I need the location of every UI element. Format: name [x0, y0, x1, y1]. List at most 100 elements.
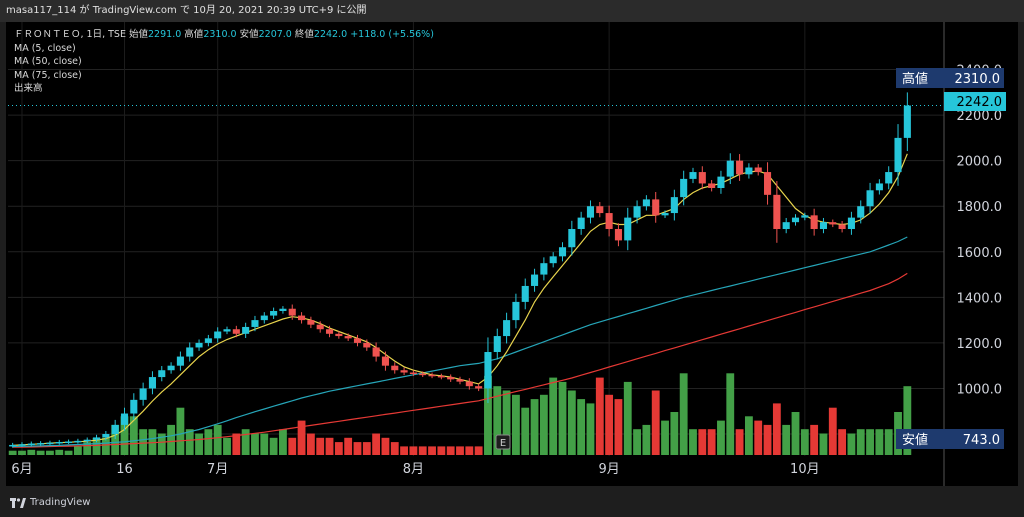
- candle-body: [65, 441, 73, 444]
- price-tick-label: 1800.0: [957, 200, 1003, 215]
- candle-body: [531, 274, 539, 286]
- volume-bar: [586, 403, 595, 455]
- volume-bar: [689, 429, 697, 455]
- volume-bar: [577, 399, 586, 455]
- symbol-label: ＦＲＯＮＴＥＯ, 1日, TSE: [14, 29, 126, 40]
- volume-bar: [260, 433, 269, 455]
- candle-body: [270, 311, 278, 316]
- candle-body: [37, 443, 45, 445]
- candle-body: [251, 320, 259, 327]
- candle-body: [586, 206, 595, 218]
- chart-legend: ＦＲＯＮＴＥＯ, 1日, TSE 始値2291.0 高値2310.0 安値220…: [14, 28, 434, 96]
- candle-body: [652, 199, 660, 216]
- time-tick-label: 9月: [598, 462, 619, 477]
- volume-bar: [884, 429, 893, 455]
- candlestick-chart[interactable]: 800.01000.01200.01400.01600.01800.02000.…: [0, 0, 1024, 486]
- volume-bar: [223, 437, 231, 455]
- open-label: 始値: [129, 29, 149, 40]
- close-value: 2242.0: [313, 29, 348, 40]
- candle-body: [55, 441, 63, 444]
- candle-body: [894, 137, 902, 173]
- candle-body: [624, 217, 632, 241]
- volume-bar: [36, 450, 45, 455]
- last-price-value: 2242.0: [957, 95, 1003, 110]
- candle-body: [754, 167, 762, 173]
- volume-bar: [306, 433, 315, 455]
- volume-bar: [539, 394, 548, 455]
- volume-bar: [195, 433, 203, 455]
- candle-body: [670, 197, 678, 214]
- legend-ma50[interactable]: MA (50, close): [14, 56, 82, 67]
- volume-bar: [595, 377, 604, 455]
- open-value: 2291.0: [148, 29, 182, 40]
- volume-bar: [251, 433, 259, 455]
- brand-name: TradingView: [30, 497, 91, 508]
- candle-body: [745, 167, 753, 175]
- candle-body: [689, 172, 697, 179]
- volume-bar: [213, 424, 222, 455]
- legend-ma75[interactable]: MA (75, close): [14, 69, 82, 81]
- candle-body: [885, 172, 893, 184]
- volume-bar: [400, 446, 408, 455]
- volume-bar: [353, 442, 362, 455]
- volume-bar: [567, 390, 576, 455]
- volume-bar: [241, 429, 250, 455]
- candle-body: [279, 308, 287, 312]
- volume-bar: [465, 446, 474, 455]
- tradingview-brand[interactable]: TradingView: [10, 497, 90, 508]
- low-label: 安値: [239, 29, 259, 40]
- candle-body: [857, 206, 865, 218]
- candle-body: [605, 213, 613, 230]
- candle-body: [325, 329, 334, 334]
- candle-body: [903, 105, 911, 138]
- tradingview-logo-icon: [10, 497, 26, 508]
- high-badge-value: 2310.0: [955, 72, 1001, 87]
- volume-bar: [735, 429, 744, 455]
- candle-body: [74, 440, 82, 443]
- volume-bar: [903, 386, 912, 455]
- volume-bar: [521, 407, 530, 455]
- volume-bar: [791, 412, 800, 455]
- candle-body: [111, 424, 119, 435]
- candle-body: [260, 315, 268, 321]
- volume-bar: [148, 429, 157, 455]
- candle-body: [148, 377, 156, 389]
- volume-bar: [269, 437, 278, 455]
- volume-bar: [204, 429, 213, 455]
- volume-bar: [418, 446, 427, 455]
- volume-bar: [27, 449, 36, 455]
- candle-body: [698, 172, 706, 184]
- price-tick-label: 2200.0: [957, 109, 1003, 124]
- candle-body: [596, 206, 604, 214]
- candle-body: [176, 356, 184, 366]
- legend-ma5[interactable]: MA (5, close): [14, 42, 76, 54]
- volume-bar: [446, 446, 455, 455]
- chart-panel[interactable]: [6, 22, 1018, 486]
- candle-body: [614, 229, 622, 241]
- price-tick-label: 1600.0: [957, 246, 1003, 261]
- volume-bar: [316, 437, 325, 455]
- candle-body: [167, 365, 175, 371]
- volume-bar: [642, 424, 651, 455]
- volume-bar: [679, 373, 688, 455]
- volume-bar: [139, 429, 148, 455]
- candle-body: [381, 356, 389, 366]
- candle-body: [391, 365, 399, 371]
- candle-body: [521, 285, 529, 302]
- time-axis: 6月 16 7月 8月 9月 10月: [11, 462, 819, 477]
- volume-bar: [129, 416, 138, 455]
- time-tick-label: 7月: [207, 462, 228, 477]
- candle-body: [186, 347, 194, 357]
- high-badge-label: 高値: [902, 71, 928, 87]
- volume-bar: [437, 446, 446, 455]
- volume-bar: [772, 403, 781, 455]
- volume-bar: [167, 424, 176, 455]
- candle-body: [83, 439, 91, 442]
- candle-body: [139, 388, 147, 400]
- low-badge-value: 743.0: [963, 433, 1000, 448]
- volume-bar: [614, 399, 623, 455]
- footer: [0, 486, 1024, 517]
- volume-bars: [8, 373, 912, 455]
- ma75-line: [12, 272, 908, 448]
- legend-volume[interactable]: 出来高: [14, 83, 43, 94]
